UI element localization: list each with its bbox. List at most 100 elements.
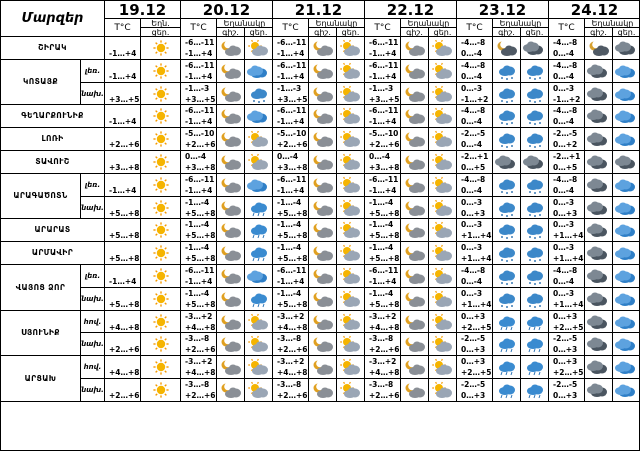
snow-cloud-icon <box>526 133 543 148</box>
night-temp: 0…-4 <box>369 152 391 161</box>
weather-icon-cell <box>429 174 457 197</box>
night-temp: -2…-5 <box>461 380 486 389</box>
weather-icon-cell <box>613 105 640 128</box>
region-label: ԱՐՑԱԽ <box>1 356 81 402</box>
blue-cloud-icon <box>246 270 267 283</box>
sub-region-label: լեռ. <box>81 174 105 197</box>
day-temp: -1…+4 <box>185 49 213 58</box>
moon-cloud-icon <box>313 200 333 216</box>
tc-header: T°C <box>457 19 493 37</box>
blue-cloud-icon <box>614 384 635 397</box>
night-temp: -3…-8 <box>185 334 210 343</box>
weather-icon-cell <box>401 311 429 333</box>
night-temp <box>109 379 140 390</box>
cloud-sun-icon <box>431 335 452 352</box>
night-temp <box>109 60 140 71</box>
night-header: գիշ. <box>217 28 245 37</box>
weather-icon-cell <box>217 174 245 197</box>
sun-icon <box>152 336 169 352</box>
weather-icon-cell <box>521 151 549 174</box>
night-temp: -1…-4 <box>369 198 394 207</box>
tc-header: T°C <box>273 19 309 37</box>
blue-cloud-icon <box>614 316 635 329</box>
moon-cloud-icon <box>221 245 241 261</box>
night-temp: -1…-4 <box>277 220 302 229</box>
day-temp: +2…+6 <box>369 140 400 149</box>
moon-cloud-icon <box>221 154 241 170</box>
day-temp: -1…+4 <box>185 277 213 286</box>
sun-icon <box>152 85 169 102</box>
moon-cloud-icon <box>221 382 241 398</box>
day-header: ցեր. <box>337 28 365 37</box>
weather-icon-cell <box>245 174 273 197</box>
temperature-cell: -3…+2 +4…+8 <box>365 311 401 333</box>
temperature-cell: +4…+8 <box>105 356 141 379</box>
weather-icon-cell <box>585 83 613 105</box>
weather-icon-cell <box>309 37 337 60</box>
temperature-cell: -1…-4 +5…+8 <box>181 219 217 242</box>
temperature-cell: -1…-4 +5…+8 <box>365 197 401 219</box>
day-temp: +5…+8 <box>109 231 140 240</box>
moon-cloud-icon <box>405 177 425 193</box>
cloud-dark-icon <box>586 246 607 260</box>
day-temp: +2…+5 <box>553 368 584 377</box>
day-temp: +2…+5 <box>553 323 584 332</box>
temperature-cell: -6…-11 -1…+4 <box>181 265 217 288</box>
cloud-dark-icon <box>522 41 543 55</box>
temperature-cell: -1…-4 +5…+8 <box>365 242 401 265</box>
cloud-dark-icon <box>614 41 635 55</box>
weather-icon-cell <box>585 242 613 265</box>
night-temp: -3…-8 <box>277 334 302 343</box>
day-temp: +4…+8 <box>369 368 400 377</box>
sun-icon <box>152 222 169 238</box>
moon-cloud-icon <box>405 245 425 261</box>
temperature-cell: +5…+8 <box>105 242 141 265</box>
temperature-cell: -1…-4 +5…+8 <box>273 242 309 265</box>
day-temp: 0…+3 <box>461 391 486 400</box>
rain-cloud-icon <box>498 338 515 353</box>
day-temp: +4…+8 <box>185 323 216 332</box>
moon-cloud-icon <box>313 108 333 124</box>
day-temp: 0…+3 <box>553 391 578 400</box>
moon-cloud-icon <box>313 40 333 56</box>
temperature-cell: -2…+1 0…+5 <box>457 151 493 174</box>
weather-icon-cell <box>141 105 181 128</box>
cloud-dark-icon <box>586 201 607 215</box>
weather-icon-cell <box>401 60 429 83</box>
weather-icon-cell <box>585 265 613 288</box>
weather-icon-cell <box>429 105 457 128</box>
weather-icon-cell <box>585 37 613 60</box>
night-temp: -6…-11 <box>277 175 307 184</box>
cloud-dark-icon <box>494 155 515 169</box>
weather-icon-cell <box>141 288 181 311</box>
weather-icon-cell <box>309 151 337 174</box>
temperature-cell: -6…-11 -1…+4 <box>365 105 401 128</box>
moon-cloud-icon <box>405 222 425 238</box>
moon-cloud-icon <box>221 268 241 284</box>
day-temp: 0…+3 <box>553 209 578 218</box>
day-temp: +5…+8 <box>277 209 308 218</box>
day-header: ցեր. <box>429 28 457 37</box>
night-temp: -2…-5 <box>461 334 486 343</box>
weather-icon-cell <box>245 197 273 219</box>
temperature-cell: -4…-8 0…-4 <box>549 37 585 60</box>
night-temp: -2…-5 <box>461 129 486 138</box>
cloud-sun-icon <box>431 153 452 170</box>
day-temp: 0…-4 <box>461 186 483 195</box>
weather-icon-cell <box>141 197 181 219</box>
blue-cloud-icon <box>614 110 635 123</box>
night-temp: -6…-11 <box>369 38 399 47</box>
weather-icon-cell <box>585 311 613 333</box>
temperature-cell: -2…-5 0…+3 <box>549 333 585 356</box>
weather-icon-cell <box>493 105 521 128</box>
weather-icon-cell <box>309 288 337 311</box>
night-temp: 0…+3 <box>553 312 578 321</box>
sub-region-label: նախ. <box>81 288 105 311</box>
temperature-cell: -1…+4 <box>105 105 141 128</box>
moon-cloud-icon <box>221 222 241 238</box>
day-temp: 0…+3 <box>461 209 486 218</box>
weather-icon-cell <box>493 379 521 402</box>
weather-icon-cell <box>141 311 181 333</box>
day-temp: +1…+4 <box>553 231 584 240</box>
weather-icon-cell <box>141 60 181 83</box>
